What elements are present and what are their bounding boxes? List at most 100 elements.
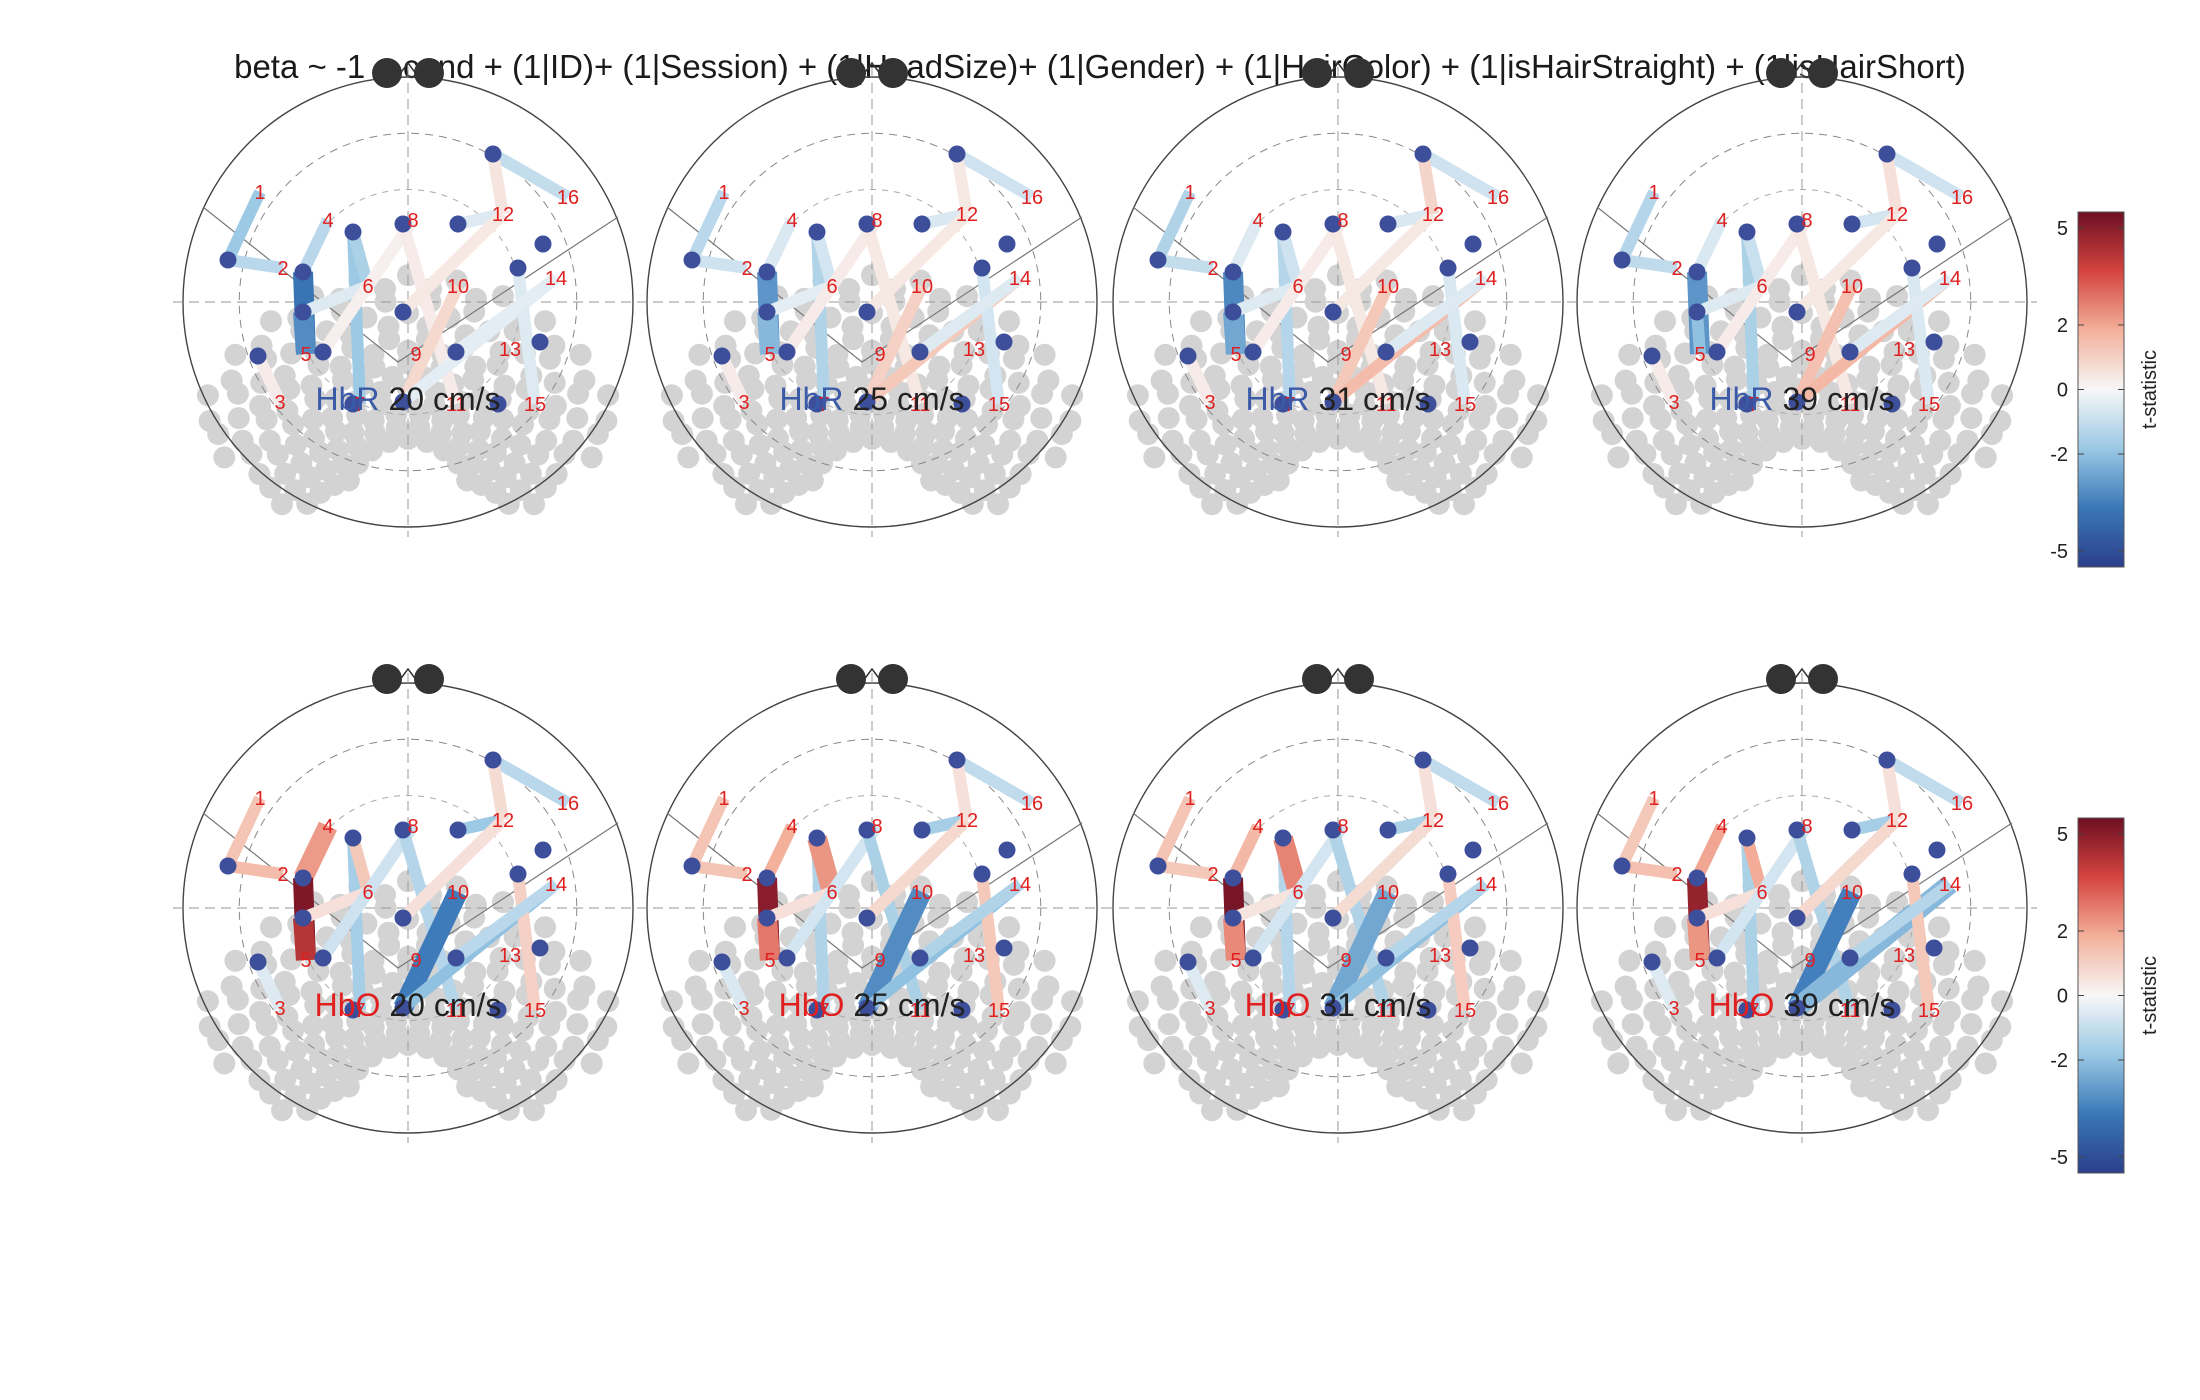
electrode-dot	[794, 356, 816, 378]
electrode-dot	[688, 950, 710, 972]
electrode-dot	[692, 407, 714, 429]
right-ear-marker-icon	[878, 58, 908, 88]
speed-label: 20 cm/s	[389, 987, 501, 1023]
electrode-dot	[688, 344, 710, 366]
detector-label-3: 3	[1668, 392, 1679, 414]
detector-label-16: 16	[1951, 793, 1973, 815]
detector-label-1: 1	[1184, 788, 1195, 810]
source-optode-5	[1689, 304, 1706, 321]
electrode-dot	[1940, 1069, 1962, 1091]
electrode-dot	[546, 463, 568, 485]
electrode-dot	[1030, 1013, 1052, 1035]
detector-label-5: 5	[764, 950, 775, 972]
electrode-dot	[1642, 1069, 1664, 1091]
electrode-dot	[562, 1036, 584, 1058]
electrode-dot	[1964, 950, 1986, 972]
electrode-dot	[566, 1013, 588, 1035]
left-ear-marker-icon	[836, 664, 866, 694]
right-ear-marker-icon	[414, 58, 444, 88]
electrode-dot	[1154, 950, 1176, 972]
detector-label-4: 4	[1252, 816, 1263, 838]
detector-label-4: 4	[1716, 210, 1727, 232]
detector-label-12: 12	[1886, 810, 1908, 832]
chromophore-label: HbR	[315, 381, 379, 417]
head-map: 12345678910111213141516HbO 25 cm/s	[637, 664, 1107, 1143]
electrode-dot	[1009, 395, 1031, 417]
detector-label-14: 14	[1475, 874, 1497, 896]
detector-label-14: 14	[1939, 874, 1961, 896]
electrode-dot	[1500, 344, 1522, 366]
source-optode-12	[1378, 950, 1395, 967]
electrode-dot	[1292, 950, 1314, 972]
electrode-dot	[534, 310, 556, 332]
chromophore-label: HbO	[1245, 987, 1311, 1023]
electrode-dot	[1724, 356, 1746, 378]
electrode-dot	[1929, 1036, 1951, 1058]
electrode-dot	[712, 1069, 734, 1091]
source-optode-2	[759, 264, 776, 281]
electrode-dot	[1503, 370, 1525, 392]
source-optode-6	[1709, 950, 1726, 967]
electrode-dot	[1642, 463, 1664, 485]
detector-label-8: 8	[407, 210, 418, 232]
detector-label-9: 9	[874, 950, 885, 972]
electrode-dot	[213, 1052, 235, 1074]
source-optode-4	[809, 224, 826, 241]
source-optode-14	[510, 260, 527, 277]
electrode-dot	[573, 976, 595, 998]
electrode-dot	[362, 344, 384, 366]
source-optode-16	[999, 842, 1016, 859]
electrode-dot	[224, 344, 246, 366]
colorbar: 520-2-5t-statistic	[2050, 818, 2161, 1173]
electrode-dot	[570, 950, 592, 972]
source-optode-5	[1225, 910, 1242, 927]
electrode-dot	[1034, 344, 1056, 366]
electrode-dot	[330, 962, 352, 984]
electrode-dot	[232, 430, 254, 452]
source-optode-11	[1844, 216, 1861, 233]
source-optode-6	[779, 950, 796, 967]
electrode-dot	[260, 916, 282, 938]
electrode-dot	[544, 978, 566, 1000]
detector-label-5: 5	[1230, 344, 1241, 366]
speed-label: 39 cm/s	[1783, 987, 1895, 1023]
source-optode-4	[345, 224, 362, 241]
source-optode-14	[974, 260, 991, 277]
detector-label-10: 10	[911, 276, 933, 298]
left-ear-marker-icon	[1766, 664, 1796, 694]
electrode-dot	[826, 344, 848, 366]
source-optode-17	[1926, 334, 1943, 351]
detector-label-9: 9	[1340, 344, 1351, 366]
electrode-dot	[999, 1036, 1021, 1058]
detector-label-6: 6	[362, 276, 373, 298]
electrode-dot	[1940, 463, 1962, 485]
detector-label-14: 14	[1009, 268, 1031, 290]
colorbar-tick-label: 5	[2057, 824, 2068, 846]
source-optode-3	[1180, 954, 1197, 971]
electrode-dot	[998, 310, 1020, 332]
head-map: 12345678910111213141516HbO 20 cm/s	[173, 664, 643, 1143]
detector-label-15: 15	[988, 1000, 1010, 1022]
detector-label-4: 4	[322, 210, 333, 232]
detector-label-13: 13	[963, 339, 985, 361]
electrode-dot	[1607, 1052, 1629, 1074]
electrode-dot	[1158, 1013, 1180, 1035]
source-optode-3	[714, 954, 731, 971]
electrode-dot	[1260, 962, 1282, 984]
source-optode-6	[1245, 950, 1262, 967]
panel-caption: HbR 39 cm/s	[1709, 381, 1894, 417]
electrode-dot	[1618, 344, 1640, 366]
electrode-dot	[1190, 310, 1212, 332]
source-optode-11	[1380, 822, 1397, 839]
electrode-dot	[535, 430, 557, 452]
electrode-dot	[232, 1036, 254, 1058]
right-ear-marker-icon	[1344, 58, 1374, 88]
detector-label-14: 14	[545, 874, 567, 896]
left-ear-marker-icon	[1302, 58, 1332, 88]
electrode-dot	[1654, 310, 1676, 332]
source-optode-17	[1462, 940, 1479, 957]
electrode-dot	[1162, 1036, 1184, 1058]
detector-label-9: 9	[1804, 950, 1815, 972]
source-optode-12	[1378, 344, 1395, 361]
right-ear-marker-icon	[1344, 664, 1374, 694]
